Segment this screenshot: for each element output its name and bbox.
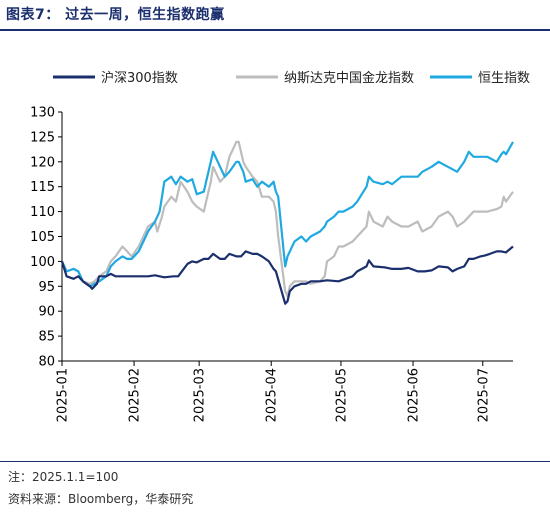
figure-title: 图表7： 过去一周，恒生指数跑赢: [6, 7, 225, 23]
y-tick-label: 100: [30, 255, 55, 270]
x-tick-label: 2025-01: [56, 368, 71, 422]
line-chart: 沪深300指数 纳斯达克中国金龙指数 恒生指数 80 85 90 95 100 105 110 1…: [30, 70, 530, 422]
legend-label: 恒生指数: [478, 71, 530, 86]
chart-source: 资料来源：Bloomberg，华泰研究: [8, 492, 194, 506]
series-layer: [60, 140, 514, 305]
y-tick-label: 130: [30, 106, 55, 121]
series-line: [60, 245, 514, 305]
legend-label: 纳斯达克中国金龙指数: [284, 70, 414, 86]
y-axis: 80 85 90 95 100 105 110 115 120 125 130: [30, 106, 63, 370]
title-divider: [0, 29, 550, 31]
y-tick-label: 105: [30, 230, 55, 245]
y-tick-label: 120: [30, 155, 55, 170]
y-tick-label: 115: [30, 180, 55, 195]
x-tick-label: 2025-02: [128, 368, 143, 422]
x-tick-label: 2025-04: [265, 368, 280, 422]
legend-label: 沪深300指数: [101, 70, 178, 86]
x-tick-label: 2025-07: [476, 368, 491, 422]
series-line: [61, 140, 514, 298]
y-tick-label: 85: [38, 330, 55, 345]
x-tick-label: 2025-06: [407, 368, 422, 422]
x-tick-label: 2025-05: [334, 368, 349, 422]
series-line: [61, 141, 514, 288]
chart-note: 注：2025.1.1=100: [8, 470, 119, 484]
y-tick-label: 80: [38, 355, 55, 370]
footer-divider: [0, 461, 550, 462]
y-tick-label: 90: [38, 305, 55, 320]
y-tick-label: 95: [38, 280, 55, 295]
y-tick-label: 110: [30, 205, 55, 220]
x-axis: 2025-01 2025-02 2025-03 2025-04 2025-05 2025-…: [56, 360, 513, 422]
chart-legend: 沪深300指数 纳斯达克中国金龙指数 恒生指数: [53, 70, 530, 86]
y-tick-label: 125: [30, 130, 55, 145]
x-tick-label: 2025-03: [193, 368, 208, 422]
